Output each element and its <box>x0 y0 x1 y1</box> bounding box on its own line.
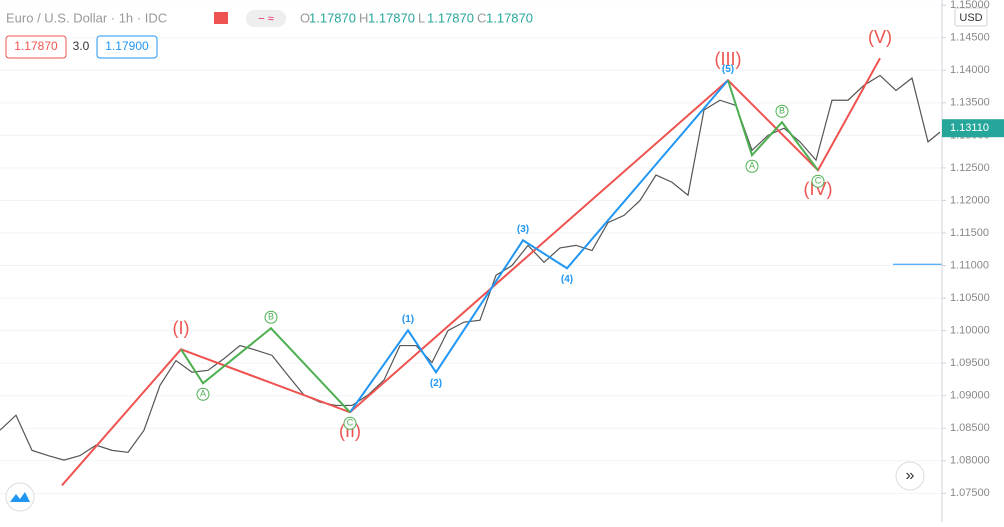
ohlc-key: C <box>477 10 486 25</box>
y-tick-label: 1.10500 <box>950 292 990 304</box>
logo-icon <box>10 492 30 502</box>
scroll-icon: » <box>906 467 915 484</box>
ohlc-value: 1.17870 <box>368 10 415 25</box>
logo[interactable] <box>5 482 35 512</box>
y-tick-label: 1.09500 <box>950 357 990 369</box>
wave-label: A <box>200 389 206 399</box>
wave-label: (4) <box>561 274 573 285</box>
currency-box[interactable] <box>954 7 988 27</box>
wave-label: (V) <box>868 27 892 47</box>
currency[interactable]: USD <box>959 12 982 24</box>
wave-label: A <box>749 161 755 171</box>
sell-price[interactable]: 1.17870 <box>14 39 58 53</box>
wave-label: (5) <box>722 64 734 75</box>
y-tick-label: 1.11500 <box>950 227 989 239</box>
wave-label: (III) <box>715 49 742 69</box>
symbol: Euro / U.S. Dollar · 1h · IDC <box>6 10 167 25</box>
wave-label: C <box>347 418 354 428</box>
last-price-label: 1.13110 <box>950 122 989 134</box>
ohlc-value: 1.17870 <box>309 10 356 25</box>
y-tick-label: 1.07500 <box>950 487 990 499</box>
wave-label: B <box>268 312 274 322</box>
wave-label: (1) <box>402 314 414 325</box>
y-tick-label: 1.12000 <box>950 194 990 206</box>
y-tick-label: 1.15000 <box>950 0 990 11</box>
wave-badge <box>264 310 278 324</box>
wave-badge <box>196 387 210 401</box>
scroll-button[interactable] <box>895 461 925 491</box>
ohlc-value: 1.17870 <box>427 10 474 25</box>
y-tick-label: 1.11000 <box>950 259 989 271</box>
sell-box[interactable] <box>5 35 67 59</box>
wave-badge <box>775 104 789 118</box>
wave-badge <box>745 159 759 173</box>
y-tick-label: 1.10000 <box>950 325 990 337</box>
wave-line <box>180 326 351 413</box>
y-tick-label: 1.09000 <box>950 390 990 402</box>
wave-label: B <box>779 106 785 116</box>
ohlc-key: H <box>359 10 368 25</box>
spread: 3.0 <box>73 39 90 53</box>
ohlc-value: 1.17870 <box>486 10 533 25</box>
y-tick-label: 1.13500 <box>950 97 990 109</box>
price-line <box>0 74 941 461</box>
wave-line <box>61 57 881 486</box>
flag-icon[interactable] <box>214 12 228 24</box>
wave-label: (IV) <box>804 179 833 199</box>
wave-line <box>349 79 729 413</box>
ohlc-key: O <box>300 10 310 25</box>
last-price-tag <box>942 119 1004 138</box>
wave-badge <box>811 174 825 188</box>
wave-badge <box>343 416 357 430</box>
wave-line <box>727 79 819 171</box>
wave-label: (3) <box>517 224 529 235</box>
y-tick-label: 1.08500 <box>950 422 990 434</box>
header-bg <box>0 0 940 30</box>
y-tick-label: 1.14500 <box>950 32 990 44</box>
ohlc-key: L <box>418 10 425 25</box>
buy-box[interactable] <box>96 35 158 59</box>
wave-label: C <box>815 176 822 186</box>
wave-label: (I) <box>173 318 190 338</box>
buy-price[interactable]: 1.17900 <box>105 39 149 53</box>
y-tick-label: 1.08000 <box>950 455 990 467</box>
indicator-toggle[interactable] <box>246 10 286 27</box>
wave-label: (2) <box>430 378 442 389</box>
y-tick-label: 1.12500 <box>950 162 990 174</box>
indicator-icon: − ≈ <box>258 13 274 25</box>
y-tick-label: 1.14000 <box>950 64 990 76</box>
